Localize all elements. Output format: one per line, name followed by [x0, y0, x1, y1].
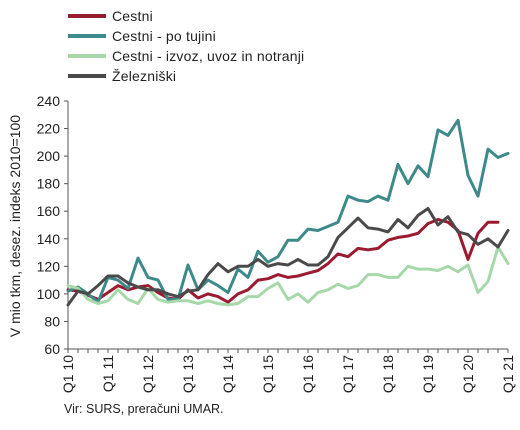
source-note: Vir: SURS, preračuni UMAR. — [64, 402, 224, 416]
x-tick-label: Q1 21 — [500, 355, 516, 393]
x-tick-label: Q1 13 — [180, 355, 196, 393]
x-tick-label: Q1 12 — [140, 355, 156, 393]
legend: Cestni Cestni - po tujini Cestni - izvoz… — [68, 6, 304, 86]
legend-item-cestni: Cestni — [68, 6, 304, 26]
y-tick-label: 220 — [37, 121, 61, 137]
x-tick-label: Q1 15 — [260, 355, 276, 393]
legend-label: Cestni - izvoz, uvoz in notranji — [112, 48, 305, 64]
legend-label: Cestni — [112, 8, 153, 24]
series-lines — [66, 118, 510, 307]
legend-swatch — [68, 54, 106, 58]
x-tick-label: Q1 14 — [220, 355, 236, 393]
y-tick-label: 100 — [37, 286, 61, 302]
x-tick-label: Q1 18 — [380, 355, 396, 393]
legend-item-cestni-po-tujini: Cestni - po tujini — [68, 26, 304, 46]
y-tick-label: 200 — [37, 148, 61, 164]
legend-swatch — [68, 74, 106, 78]
x-tick-label: Q1 10 — [60, 355, 76, 393]
x-tick-label: Q1 11 — [100, 355, 116, 392]
legend-item-cestni-izvoz-uvoz: Cestni - izvoz, uvoz in notranji — [68, 46, 304, 66]
y-tick-label: 180 — [37, 176, 61, 192]
series-line-elezni-ki — [66, 207, 510, 307]
x-tick-label: Q1 19 — [420, 355, 436, 393]
x-tick-label: Q1 17 — [340, 355, 356, 393]
legend-label: Železniški — [112, 68, 177, 84]
legend-swatch — [68, 34, 106, 38]
series-line-cestni-po-tujini — [66, 118, 510, 304]
y-tick-label: 80 — [44, 313, 60, 329]
y-tick-label: 240 — [37, 93, 61, 109]
x-tick-label: Q1 16 — [300, 355, 316, 393]
legend-label: Cestni - po tujini — [112, 28, 216, 44]
y-axis-label: V mio tkm, desez. indeks 2010=100 — [7, 115, 23, 337]
series-line-cestni-izvoz-uvoz-in-notranji — [66, 245, 510, 307]
legend-item-zelezniski: Železniški — [68, 66, 304, 86]
y-tick-label: 140 — [37, 231, 61, 247]
legend-swatch — [68, 14, 106, 18]
axes: 60 80 100 120 140 160 180 200 220 240 Q1 10 Q1 11 Q1… — [37, 93, 516, 393]
y-tick-label: 160 — [37, 203, 61, 219]
y-tick-label: 60 — [44, 341, 60, 357]
x-tick-label: Q1 20 — [460, 355, 476, 393]
y-tick-label: 120 — [37, 258, 61, 274]
